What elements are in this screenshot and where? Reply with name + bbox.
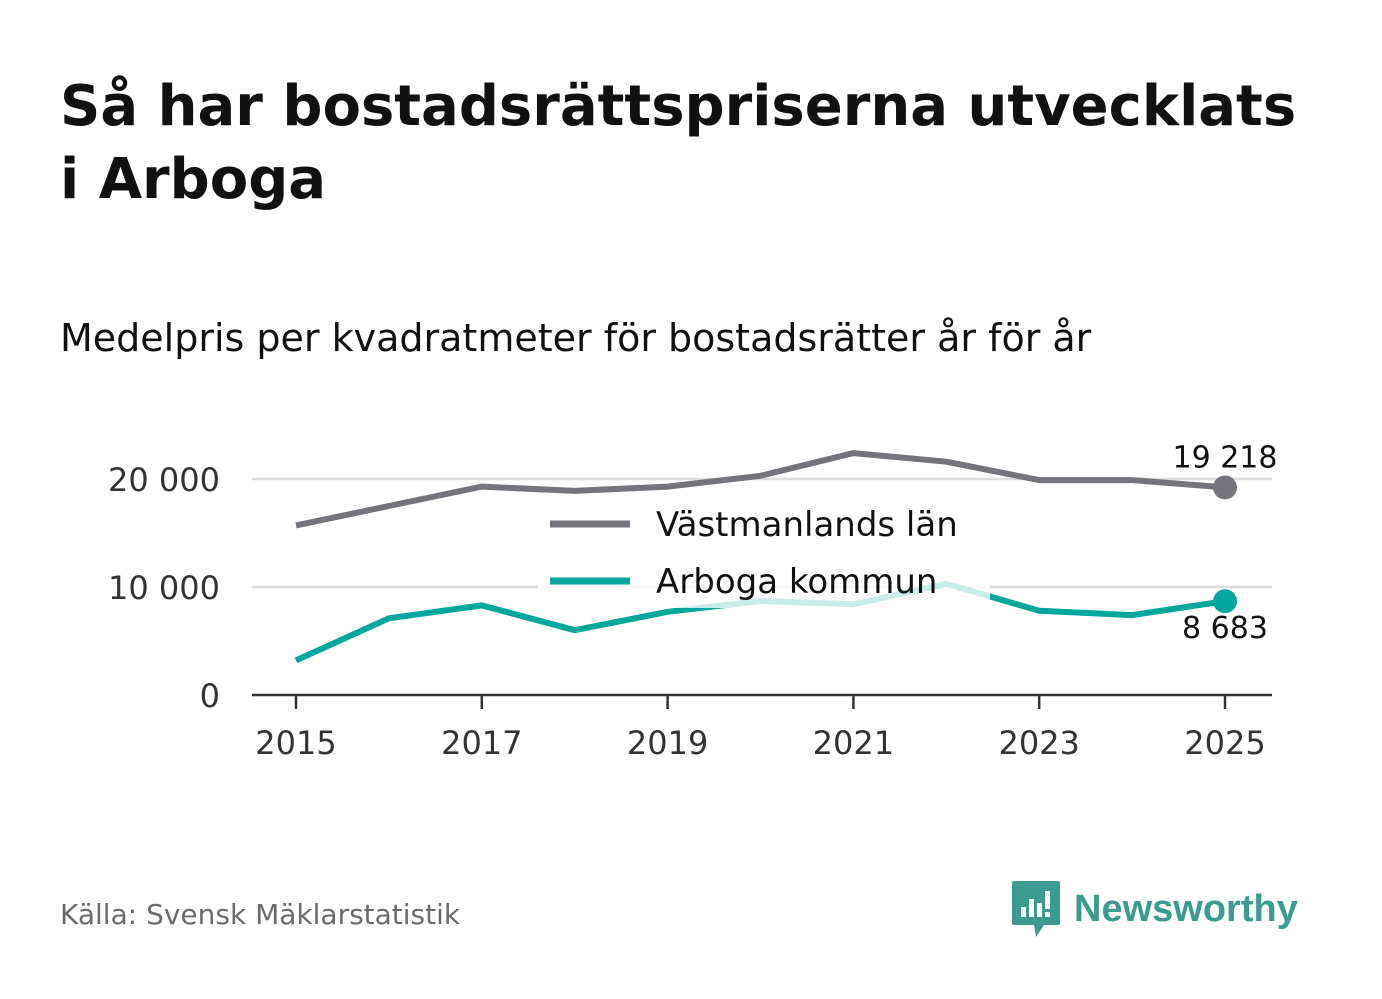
y-tick-label: 0 [200, 677, 220, 715]
end-point-arboga-kommun [1213, 589, 1237, 614]
x-tick-label: 2015 [255, 724, 336, 762]
series-line-vastmanlands-lan [295, 450, 1226, 529]
legend-vastmanlands-lan-label: Västmanlands län [656, 505, 958, 545]
chart-title: Så har bostadsrättspriserna utvecklats i… [60, 74, 1297, 212]
legend-arboga-kommun-label: Arboga kommun [656, 562, 937, 602]
end-value-label: 8 683 [1182, 611, 1268, 646]
brand-name: Newsworthy [1074, 887, 1298, 930]
source-credit: Källa: Svensk Mäklarstatistik [60, 898, 461, 931]
newsworthy-logo-icon [1012, 881, 1060, 937]
x-tick-label: 2025 [1184, 724, 1265, 762]
x-tick-label: 2021 [813, 724, 894, 762]
brand-logo: Newsworthy [1010, 878, 1298, 940]
chart-subtitle: Medelpris per kvadratmeter för bostadsrä… [60, 316, 1092, 360]
y-tick-label: 20 000 [108, 461, 220, 499]
legend-backdrop [538, 500, 990, 608]
x-tick-label: 2023 [998, 724, 1079, 762]
x-tick-label: 2017 [441, 724, 522, 762]
end-point-vastmanlands-lan [1213, 475, 1237, 500]
end-value-label: 19 218 [1173, 440, 1278, 475]
y-tick-label: 10 000 [108, 569, 220, 607]
x-tick-label: 2019 [627, 724, 708, 762]
